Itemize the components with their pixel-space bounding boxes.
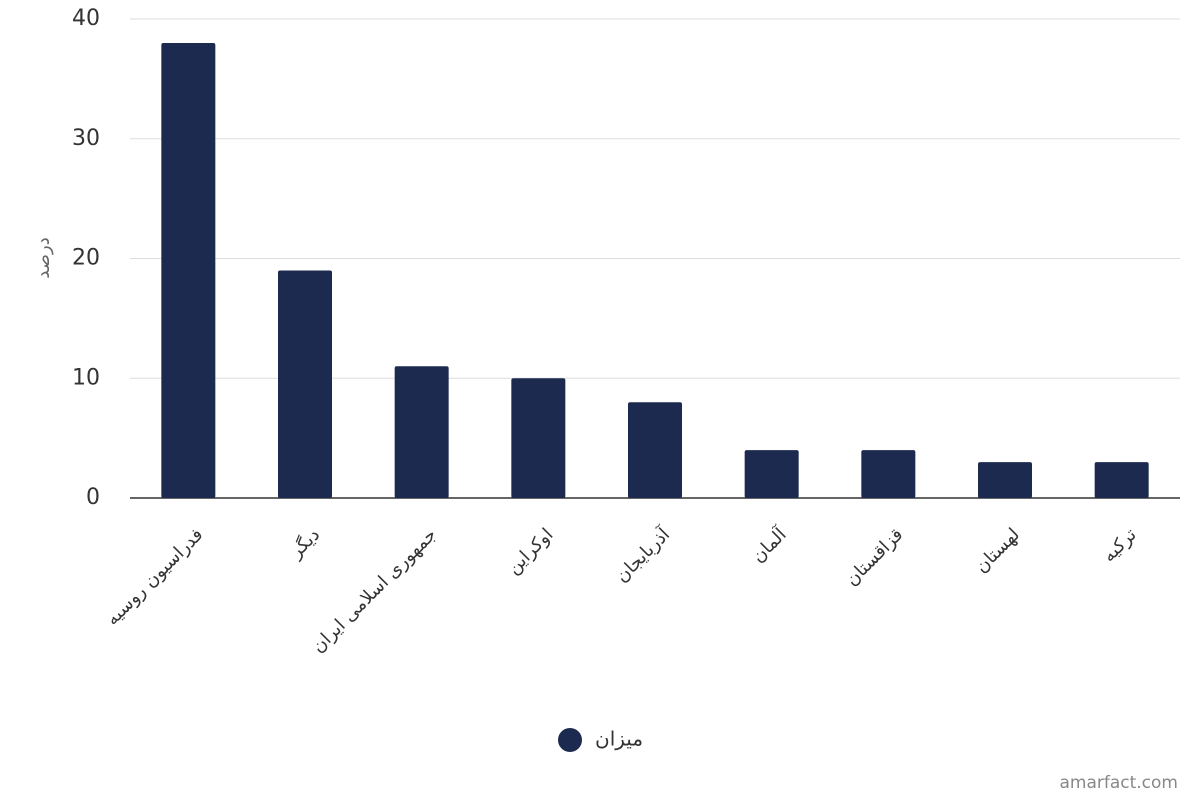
bar [628,402,682,498]
x-tick-label: فدراسیون روسیه [102,524,207,629]
legend-label: میزان [595,727,643,751]
y-axis-label: درصد [33,237,54,278]
x-tick-label: جمهوری اسلامی ایران [308,524,441,657]
x-tick-label: لهستان [971,524,1024,577]
bar [394,366,449,498]
bar [511,378,566,498]
y-tick-label: 20 [72,246,100,271]
y-tick-label: 30 [72,126,100,151]
y-tick-label: 10 [72,365,100,390]
bar [861,450,916,498]
legend-marker [558,728,582,752]
y-tick-label: 40 [72,6,100,31]
y-tick-label: 0 [86,485,100,510]
bar [278,270,332,498]
bar [978,462,1032,498]
x-tick-label: ترکیه [1099,524,1141,566]
x-tick-label: قزاقستان [841,524,907,590]
x-tick-label: دیگر [285,524,325,564]
x-tick-label: اوکراین [503,524,557,578]
bar [161,42,216,498]
x-tick-label: آلمان [746,522,791,567]
bar [744,450,799,498]
credit: amarfact.com [1059,773,1178,793]
x-tick-label: آذربایجان [610,522,675,587]
bar [1094,462,1149,498]
